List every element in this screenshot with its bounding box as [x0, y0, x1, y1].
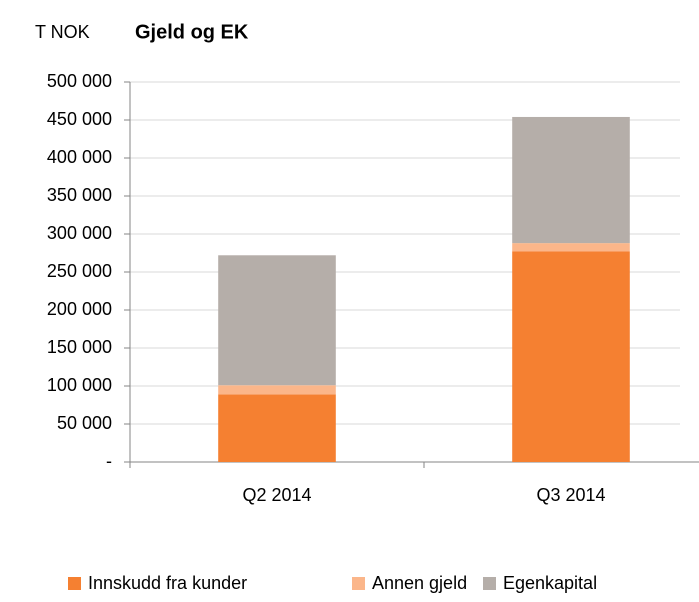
- y-tick-label: 500 000: [47, 71, 112, 91]
- bar-segment: [512, 251, 630, 462]
- unit-label: T NOK: [35, 22, 90, 42]
- y-tick-label: 50 000: [57, 413, 112, 433]
- y-tick-label: 450 000: [47, 109, 112, 129]
- y-tick-label: 250 000: [47, 261, 112, 281]
- bar-segment: [218, 394, 336, 462]
- legend-swatch: [352, 577, 365, 590]
- legend-label: Innskudd fra kunder: [88, 573, 247, 593]
- bar-segment: [218, 255, 336, 386]
- y-tick-label: 200 000: [47, 299, 112, 319]
- x-tick-label: Q2 2014: [242, 485, 311, 505]
- legend-label: Egenkapital: [503, 573, 597, 593]
- y-tick-label: 300 000: [47, 223, 112, 243]
- y-tick-label: 400 000: [47, 147, 112, 167]
- y-tick-label: 350 000: [47, 185, 112, 205]
- legend-swatch: [483, 577, 496, 590]
- bar-segment: [218, 385, 336, 395]
- y-tick-label: -: [106, 451, 112, 471]
- legend-swatch: [68, 577, 81, 590]
- legend-label: Annen gjeld: [372, 573, 467, 593]
- y-tick-label: 150 000: [47, 337, 112, 357]
- bar-segment: [512, 243, 630, 252]
- bar-segment: [512, 116, 630, 244]
- chart-title: Gjeld og EK: [135, 21, 249, 43]
- y-tick-label: 100 000: [47, 375, 112, 395]
- x-tick-label: Q3 2014: [536, 485, 605, 505]
